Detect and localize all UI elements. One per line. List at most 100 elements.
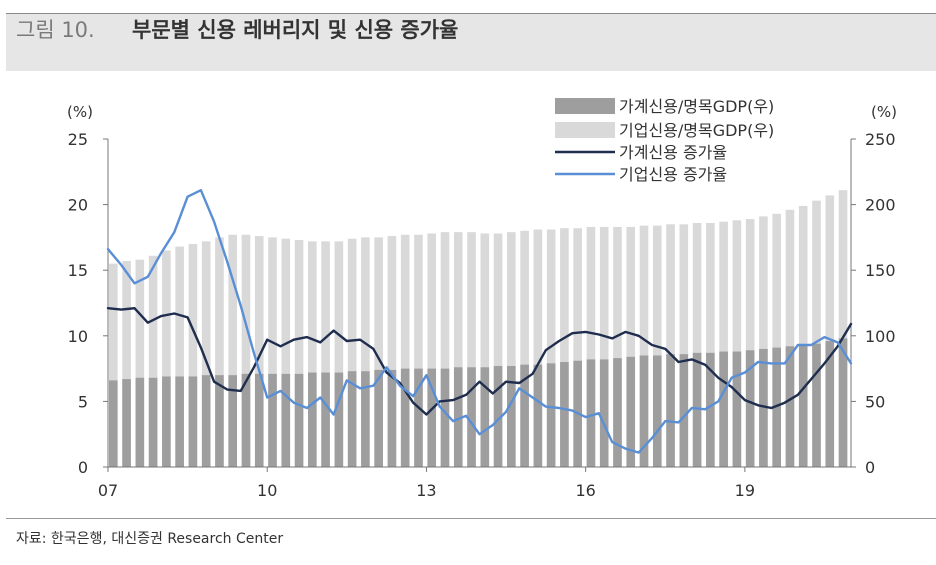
bar-household-leverage <box>228 375 238 467</box>
bar-corporate-leverage <box>440 232 450 467</box>
left-tick-label: 5 <box>78 392 88 411</box>
bar-household-leverage <box>706 352 715 467</box>
bar-household-leverage <box>241 373 251 467</box>
bar-corporate-leverage <box>347 238 357 467</box>
bar-household-leverage <box>639 355 649 467</box>
bar-household-leverage <box>201 375 211 467</box>
bar-corporate-leverage <box>639 225 649 467</box>
bar-corporate-leverage <box>666 224 675 467</box>
bar-household-leverage <box>347 371 357 467</box>
bar-corporate-leverage <box>281 238 291 467</box>
title-band <box>6 14 936 71</box>
bar-household-leverage <box>122 379 131 467</box>
bar-household-leverage <box>599 359 609 467</box>
bar-corporate-leverage <box>254 236 264 467</box>
x-tick-label: 13 <box>416 481 436 500</box>
bar-household-leverage <box>745 350 755 467</box>
bar-household-leverage <box>493 365 503 467</box>
bar-household-leverage <box>626 356 636 467</box>
bar-household-leverage <box>321 372 330 467</box>
bar-corporate-leverage <box>334 241 344 467</box>
bar-household-leverage <box>294 373 304 467</box>
left-tick-label: 10 <box>68 327 88 346</box>
bar-corporate-leverage <box>308 241 317 467</box>
x-tick-label: 07 <box>98 481 118 500</box>
right-tick-label: 200 <box>865 196 896 215</box>
bar-corporate-leverage <box>586 226 596 467</box>
bar-household-leverage <box>440 368 450 467</box>
bar-corporate-leverage <box>201 241 211 467</box>
bar-corporate-leverage <box>679 224 689 467</box>
bar-household-leverage <box>652 355 662 467</box>
bar-corporate-leverage <box>387 236 397 467</box>
bar-corporate-leverage <box>692 222 702 467</box>
bar-household-leverage <box>109 380 118 467</box>
bar-corporate-leverage <box>613 226 622 467</box>
bar-corporate-leverage <box>453 232 463 467</box>
bar-corporate-leverage <box>732 220 742 467</box>
x-tick-label: 19 <box>735 481 755 500</box>
bar-corporate-leverage <box>825 195 835 467</box>
bar-household-leverage <box>546 363 556 467</box>
bar-household-leverage <box>427 368 437 467</box>
bar-household-leverage <box>414 368 423 467</box>
bar-household-leverage <box>135 377 145 467</box>
bar-corporate-leverage <box>719 221 728 467</box>
bar-household-leverage <box>785 346 795 467</box>
left-tick-label: 20 <box>68 196 88 215</box>
bar-household-leverage <box>507 365 516 467</box>
bar-corporate-leverage <box>361 237 370 467</box>
bar-household-leverage <box>666 354 675 467</box>
figure-number: 그림 10. <box>16 18 95 42</box>
bar-corporate-leverage <box>241 234 251 467</box>
bar-household-leverage <box>520 364 529 467</box>
bar-household-leverage <box>188 376 198 467</box>
bar-corporate-leverage <box>294 240 304 467</box>
bar-household-leverage <box>361 371 370 467</box>
right-axis-unit: (%) <box>871 103 897 121</box>
bar-corporate-leverage <box>175 246 184 467</box>
bar-household-leverage <box>613 358 622 467</box>
bar-household-leverage <box>719 351 728 467</box>
bar-corporate-leverage <box>268 237 277 467</box>
legend-corporate-growth-label: 기업신용 증가율 <box>619 165 727 184</box>
bar-layer <box>109 190 848 468</box>
bar-household-leverage <box>268 373 277 467</box>
bar-household-leverage <box>692 352 702 467</box>
bar-household-leverage <box>679 354 689 467</box>
bar-corporate-leverage <box>215 237 224 467</box>
bar-household-leverage <box>334 372 344 467</box>
bar-corporate-leverage <box>599 226 609 467</box>
source-note: 자료: 한국은행, 대신증권 Research Center <box>16 531 284 547</box>
bar-household-leverage <box>480 367 490 467</box>
bar-corporate-leverage <box>427 233 437 467</box>
right-tick-label: 100 <box>865 327 896 346</box>
bar-corporate-leverage <box>546 229 556 467</box>
bar-corporate-leverage <box>507 232 516 467</box>
bar-corporate-leverage <box>785 209 795 467</box>
bar-corporate-leverage <box>759 216 768 467</box>
bar-corporate-leverage <box>400 234 410 467</box>
bar-household-leverage <box>308 372 317 467</box>
bar-corporate-leverage <box>493 233 503 467</box>
bar-household-leverage <box>586 359 596 467</box>
bar-corporate-leverage <box>414 234 423 467</box>
right-tick-label: 50 <box>865 392 885 411</box>
bar-household-leverage <box>825 341 835 467</box>
bar-corporate-leverage <box>772 213 781 467</box>
bar-corporate-leverage <box>467 232 476 467</box>
bar-corporate-leverage <box>480 233 490 467</box>
bar-household-leverage <box>281 373 291 467</box>
bar-corporate-leverage <box>374 237 383 467</box>
bar-household-leverage <box>560 362 569 467</box>
bar-household-leverage <box>387 369 397 467</box>
left-tick-label: 15 <box>68 261 88 280</box>
bar-corporate-leverage <box>560 228 569 467</box>
bar-corporate-leverage <box>745 219 755 467</box>
bar-corporate-leverage <box>148 255 158 467</box>
bar-household-leverage <box>453 367 463 467</box>
bar-household-leverage <box>374 369 383 467</box>
bar-corporate-leverage <box>109 263 118 467</box>
